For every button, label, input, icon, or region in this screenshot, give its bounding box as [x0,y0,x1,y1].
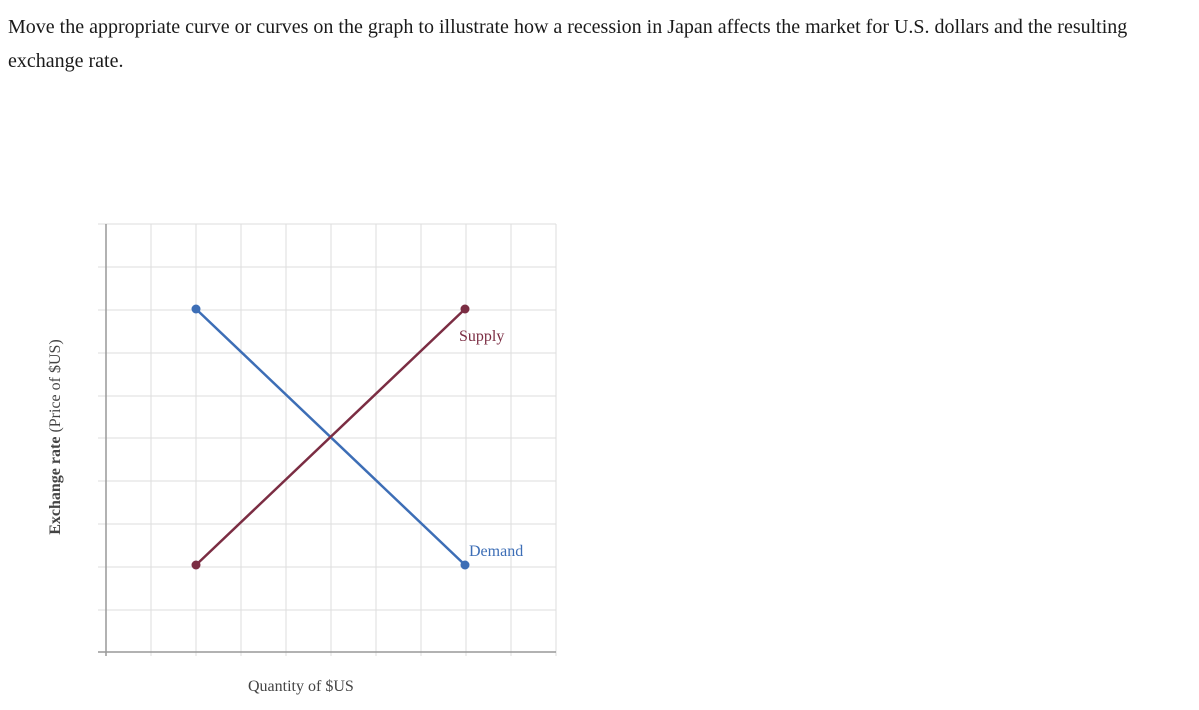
supply-line [194,307,467,567]
axes [98,224,556,656]
question-text: Move the appropriate curve or curves on … [8,16,1128,72]
supply-curve[interactable]: Supply [191,304,505,570]
y-axis-label-unit: (Price of $US) [47,339,64,437]
grid [98,223,557,656]
demand-bottom-handle[interactable] [460,560,470,570]
y-axis-label: Exchange rate (Price of $US) [47,339,65,535]
supply-label: Supply [459,328,504,345]
supply-top-handle[interactable] [460,304,470,314]
demand-label: Demand [469,543,523,560]
supply-bottom-handle[interactable] [191,560,201,570]
y-axis-label-main: Exchange rate [47,436,64,535]
demand-top-handle[interactable] [191,304,201,314]
x-axis-label: Quantity of $US [248,678,354,695]
